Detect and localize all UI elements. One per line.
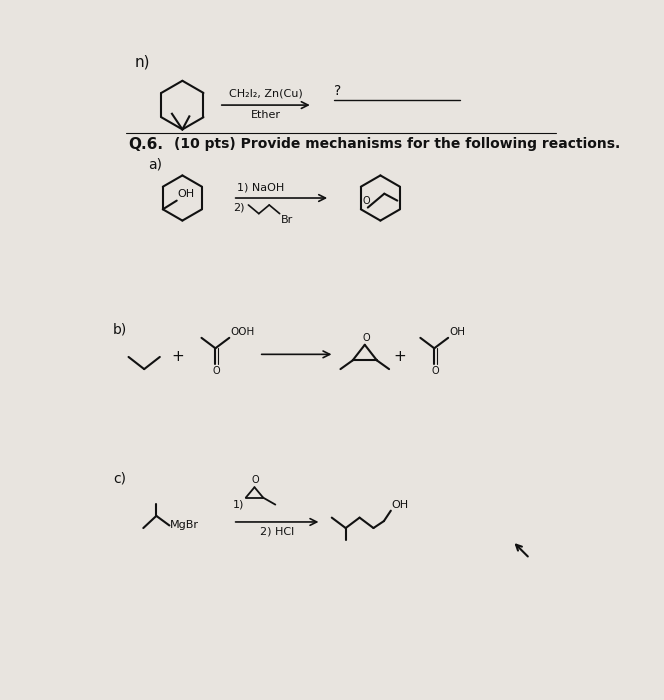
Text: b): b) xyxy=(113,322,127,336)
Text: c): c) xyxy=(113,472,126,486)
Text: OH: OH xyxy=(449,327,465,337)
Text: 1): 1) xyxy=(233,500,244,510)
Text: ?: ? xyxy=(335,84,341,98)
Text: O: O xyxy=(363,196,371,206)
Text: Br: Br xyxy=(280,216,293,225)
Text: O: O xyxy=(432,365,440,376)
Text: OH: OH xyxy=(392,500,409,510)
Text: +: + xyxy=(172,349,185,365)
Text: a): a) xyxy=(147,158,161,172)
Text: OH: OH xyxy=(177,189,195,199)
Text: (10 pts) Provide mechanisms for the following reactions.: (10 pts) Provide mechanisms for the foll… xyxy=(174,137,620,151)
Text: O: O xyxy=(252,475,260,486)
Text: +: + xyxy=(393,349,406,365)
Text: OOH: OOH xyxy=(230,327,254,337)
Text: MgBr: MgBr xyxy=(170,519,199,530)
Text: CH₂I₂, Zn(Cu): CH₂I₂, Zn(Cu) xyxy=(229,88,303,98)
Text: Ether: Ether xyxy=(251,111,281,120)
Text: 2): 2) xyxy=(233,202,244,212)
Text: n): n) xyxy=(135,55,150,70)
Text: 2) HCl: 2) HCl xyxy=(260,526,294,536)
Text: O: O xyxy=(212,365,220,376)
Text: O: O xyxy=(362,333,370,343)
Text: Q.6.: Q.6. xyxy=(129,137,163,152)
Text: 1) NaOH: 1) NaOH xyxy=(237,183,284,193)
